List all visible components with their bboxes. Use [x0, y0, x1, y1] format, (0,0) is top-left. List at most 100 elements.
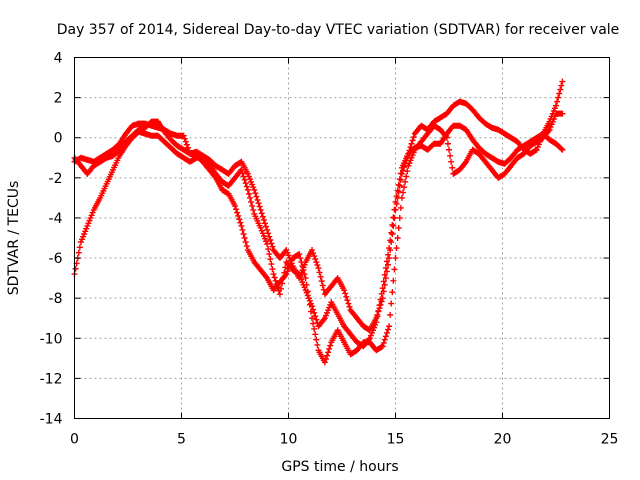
x-tick-label: 15 [387, 432, 405, 448]
data-point [381, 281, 388, 288]
data-point [383, 258, 390, 265]
data-point [307, 308, 314, 315]
data-point [242, 239, 249, 246]
data-point [240, 173, 247, 180]
data-point [447, 152, 454, 159]
data-point [385, 251, 392, 258]
data-point [258, 210, 265, 217]
data-point [304, 288, 311, 295]
data-point [395, 181, 402, 188]
data-point [250, 206, 257, 213]
data-point [401, 184, 408, 191]
data-point [255, 200, 262, 207]
y-tick-label: -10 [40, 331, 63, 347]
data-point [317, 273, 324, 280]
data-point [270, 271, 277, 278]
data-point [393, 200, 400, 207]
data-point [386, 323, 393, 330]
data-point [265, 246, 272, 253]
y-tick-label: -4 [49, 211, 63, 227]
y-axis-label: SDTVAR / TECUs [6, 181, 22, 296]
data-point [408, 140, 415, 147]
data-point [269, 266, 276, 273]
data-point [392, 255, 399, 262]
data-point [297, 255, 304, 262]
data-point [394, 235, 401, 241]
data-point [396, 214, 403, 221]
data-point [448, 158, 455, 165]
data-point [249, 202, 256, 209]
data-point [382, 333, 389, 340]
data-point [312, 256, 319, 263]
data-point [383, 268, 390, 275]
data-point [387, 247, 394, 254]
data-point [397, 204, 404, 211]
data-point [395, 224, 402, 231]
data-point [269, 243, 276, 250]
data-point [554, 98, 561, 105]
data-point [399, 189, 406, 196]
data-point [272, 277, 279, 284]
data-point [309, 247, 316, 254]
data-point [389, 230, 396, 237]
data-point [409, 137, 416, 144]
data-point [389, 289, 396, 296]
data-point [388, 300, 395, 307]
data-point [313, 316, 320, 323]
data-point [251, 186, 258, 193]
data-point [180, 132, 187, 139]
data-point [322, 356, 329, 363]
data-point [266, 251, 273, 258]
data-point [263, 223, 270, 230]
data-point [402, 178, 409, 185]
x-tick-label: 5 [177, 432, 186, 448]
data-point [346, 303, 353, 310]
data-point [382, 275, 389, 282]
data-point [325, 349, 332, 356]
data-point [311, 253, 318, 260]
data-point [324, 352, 331, 359]
data-point [266, 233, 273, 240]
y-tick-label: 2 [54, 91, 63, 107]
data-point [276, 291, 283, 298]
data-point [401, 164, 408, 171]
data-point [257, 206, 264, 213]
data-point [244, 186, 251, 193]
data-point [378, 298, 385, 305]
data-point [278, 285, 285, 292]
data-point [241, 235, 248, 241]
data-point [385, 326, 392, 333]
data-point [261, 220, 268, 227]
data-point [234, 209, 241, 216]
data-point [391, 266, 398, 273]
data-point [313, 336, 320, 343]
data-point [398, 170, 405, 177]
x-tick-label: 0 [70, 432, 79, 448]
data-point [237, 219, 244, 226]
data-point [375, 308, 382, 315]
data-point [404, 168, 411, 175]
data-point [396, 182, 403, 189]
data-point [444, 140, 451, 147]
data-point [254, 196, 261, 203]
data-point [558, 145, 565, 152]
data-point [559, 110, 566, 117]
data-point [326, 345, 333, 352]
data-point [374, 311, 381, 318]
data-point [315, 265, 322, 272]
data-point [245, 190, 252, 197]
data-point [380, 339, 387, 346]
data-point [236, 216, 243, 223]
data-point [268, 240, 275, 247]
data-point [403, 173, 410, 180]
data-point [379, 285, 386, 292]
data-point [389, 221, 396, 228]
data-point [233, 206, 240, 213]
data-points [71, 78, 566, 366]
series-track-a [71, 122, 566, 350]
data-point [341, 287, 348, 294]
data-point [298, 259, 305, 266]
data-point [344, 297, 351, 304]
data-point [318, 278, 325, 285]
data-point [376, 305, 383, 312]
